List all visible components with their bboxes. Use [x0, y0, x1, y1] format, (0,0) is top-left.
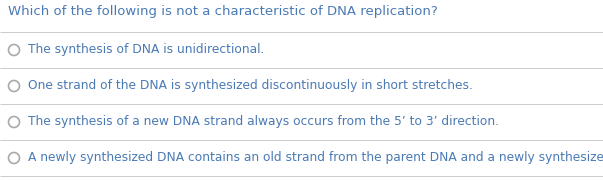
Text: The synthesis of DNA is unidirectional.: The synthesis of DNA is unidirectional. [28, 44, 264, 57]
Text: Which of the following is not a characteristic of DNA replication?: Which of the following is not a characte… [8, 6, 438, 19]
Text: A newly synthesized DNA contains an old strand from the parent DNA and a newly s: A newly synthesized DNA contains an old … [28, 152, 603, 165]
Text: One strand of the DNA is synthesized discontinuously in short stretches.: One strand of the DNA is synthesized dis… [28, 80, 473, 93]
Text: The synthesis of a new DNA strand always occurs from the 5’ to 3’ direction.: The synthesis of a new DNA strand always… [28, 116, 499, 129]
